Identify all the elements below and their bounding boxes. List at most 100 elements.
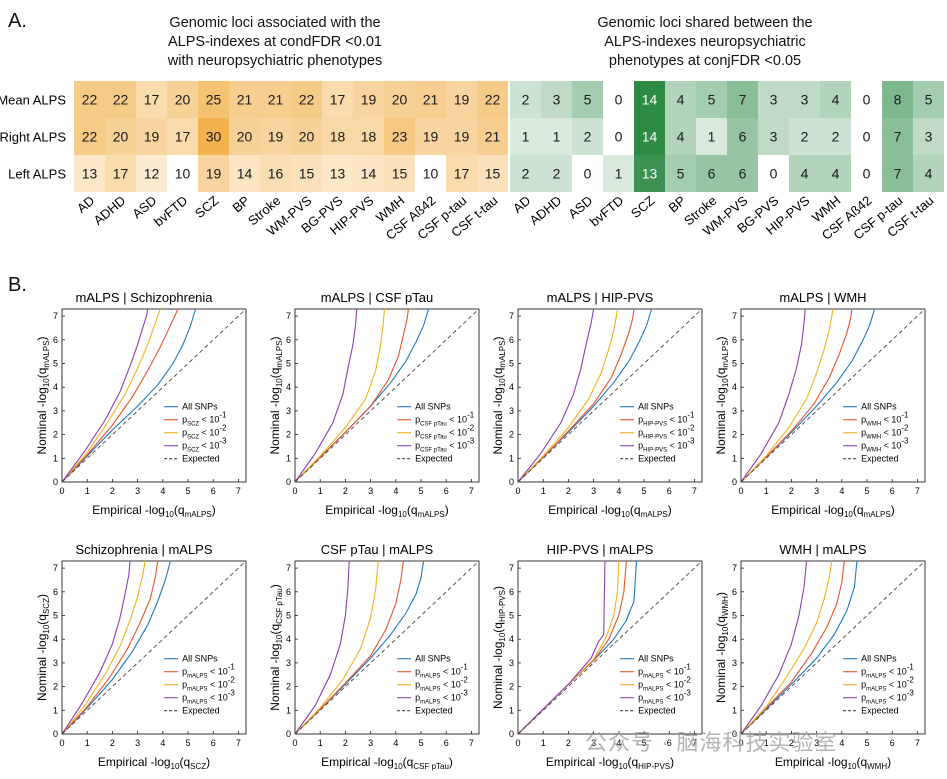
heatmap-cell-value: 17 xyxy=(144,92,160,108)
heatmap-cell xyxy=(665,155,696,192)
qq-series-line xyxy=(294,560,350,735)
qq-y-tick-label: 7 xyxy=(286,563,291,573)
qq-y-tick-label: 0 xyxy=(53,729,58,739)
qq-plot-title: mALPS | Schizophrenia xyxy=(75,290,213,305)
panel-b-label: B. xyxy=(8,274,27,296)
heatmap-cell-value: 13 xyxy=(642,166,658,182)
qq-x-axis-label: Empirical -log10(qmALPS) xyxy=(548,503,671,519)
qq-x-tick-label: 6 xyxy=(211,738,216,748)
qq-y-tick-label: 3 xyxy=(286,406,291,416)
qq-x-tick-label: 3 xyxy=(368,738,373,748)
heatmap-cell-value: 16 xyxy=(268,166,284,182)
qq-y-tick-label: 0 xyxy=(509,477,514,487)
qq-y-tick-label: 4 xyxy=(53,382,58,392)
qq-x-tick-label: 7 xyxy=(915,738,920,748)
qq-y-tick-label: 4 xyxy=(509,634,514,644)
heatmap-cell-value: 2 xyxy=(522,166,530,182)
heatmap-cell-value: 10 xyxy=(175,166,191,182)
qq-y-tick-label: 6 xyxy=(286,335,291,345)
heatmap-cell xyxy=(384,81,415,118)
heatmap-cell xyxy=(446,155,477,192)
qq-legend-label: pmALPS < 10-2 xyxy=(415,676,468,693)
heatmap-cell-value: 21 xyxy=(423,92,439,108)
qq-plot-frame xyxy=(61,560,247,735)
qq-x-tick-label: 7 xyxy=(469,486,474,496)
heatmap-cell xyxy=(105,118,136,155)
heatmap-cell-value: 20 xyxy=(237,129,253,145)
heatmap-cell xyxy=(820,118,851,155)
heatmap-cell xyxy=(851,155,882,192)
qq-series-line xyxy=(61,560,131,735)
qq-x-tick-label: 3 xyxy=(591,486,596,496)
qq-x-axis-label: Empirical -log10(qmALPS) xyxy=(325,503,448,519)
qq-y-tick-label: 1 xyxy=(286,705,291,715)
heatmap-cell xyxy=(136,81,167,118)
heatmap-cell xyxy=(477,155,508,192)
qq-y-tick-label: 1 xyxy=(53,705,58,715)
qq-y-axis-label: Nominal -log10(qmALPS) xyxy=(268,336,284,454)
qq-y-tick-label: 7 xyxy=(732,563,737,573)
qq-series-line xyxy=(740,308,834,483)
qq-series-line xyxy=(740,560,858,735)
heatmap-cell xyxy=(820,81,851,118)
qq-y-tick-label: 7 xyxy=(53,311,58,321)
heatmap-cell xyxy=(229,81,260,118)
qq-y-tick-label: 6 xyxy=(509,587,514,597)
qq-legend-label: All SNPs xyxy=(638,654,674,664)
heatmap-cell xyxy=(851,81,882,118)
qq-x-tick-label: 1 xyxy=(541,486,546,496)
qq-x-tick-label: 7 xyxy=(692,486,697,496)
qq-x-tick-label: 7 xyxy=(236,738,241,748)
qq-y-tick-label: 3 xyxy=(732,658,737,668)
qq-y-tick-label: 3 xyxy=(53,658,58,668)
heatmap-cell-value: 0 xyxy=(615,92,623,108)
qq-y-tick-label: 3 xyxy=(509,658,514,668)
qq-x-tick-label: 4 xyxy=(160,738,165,748)
qq-y-tick-label: 0 xyxy=(286,477,291,487)
heatmap-cell xyxy=(572,81,603,118)
heatmap-cell-value: 15 xyxy=(485,166,501,182)
qq-y-tick-label: 0 xyxy=(732,729,737,739)
qq-y-tick-label: 2 xyxy=(732,682,737,692)
heatmap-cell-value: 20 xyxy=(175,92,191,108)
qq-y-tick-label: 2 xyxy=(53,430,58,440)
qq-x-tick-label: 5 xyxy=(865,486,870,496)
heatmap-cell xyxy=(415,155,446,192)
heatmap-cell-value: 3 xyxy=(770,129,778,145)
qq-x-tick-label: 7 xyxy=(469,738,474,748)
qq-y-tick-label: 4 xyxy=(732,382,737,392)
heatmap-cell xyxy=(634,81,665,118)
qq-y-tick-label: 2 xyxy=(509,430,514,440)
qq-legend-label: pCSF pTau < 10-1 xyxy=(415,411,475,428)
heatmap-cell xyxy=(820,155,851,192)
qq-y-tick-label: 0 xyxy=(732,477,737,487)
qq-plot: mALPS | Schizophrenia 00 1 1 2 2 3 3 4 4 5 5 6 6 7 7 All… xyxy=(35,290,247,519)
qq-y-axis-label: Nominal -log10(qHIP-PVS) xyxy=(491,586,507,709)
heatmap-cell-value: 14 xyxy=(361,166,377,182)
heatmap-cell-value: 5 xyxy=(584,92,592,108)
heatmap-cell xyxy=(913,118,944,155)
qq-x-tick-label: 1 xyxy=(764,738,769,748)
heatmap-cell xyxy=(415,118,446,155)
qq-y-tick-label: 7 xyxy=(732,311,737,321)
heatmap-cell xyxy=(167,118,198,155)
heatmap-cell xyxy=(384,155,415,192)
heatmap-cell xyxy=(291,118,322,155)
heatmap-cell xyxy=(229,155,260,192)
heatmap-cell xyxy=(136,155,167,192)
qq-y-tick-label: 3 xyxy=(53,406,58,416)
heatmap-cell-value: 4 xyxy=(832,166,840,182)
heatmap-cell-value: 17 xyxy=(454,166,470,182)
qq-x-tick-label: 2 xyxy=(789,486,794,496)
heatmap-cell xyxy=(727,155,758,192)
qq-legend-label: pmALPS < 10-2 xyxy=(182,676,235,693)
qq-y-tick-label: 5 xyxy=(509,359,514,369)
qq-y-tick-label: 5 xyxy=(53,611,58,621)
qq-legend-label: pSCZ < 10-2 xyxy=(182,424,227,441)
qq-y-tick-label: 0 xyxy=(509,729,514,739)
qq-y-axis-label: Nominal -log10(qmALPS) xyxy=(714,336,730,454)
heatmap-cell xyxy=(322,155,353,192)
heatmap-cell-value: 14 xyxy=(237,166,253,182)
qq-series-line xyxy=(61,560,159,735)
qq-x-tick-label: 4 xyxy=(393,486,398,496)
